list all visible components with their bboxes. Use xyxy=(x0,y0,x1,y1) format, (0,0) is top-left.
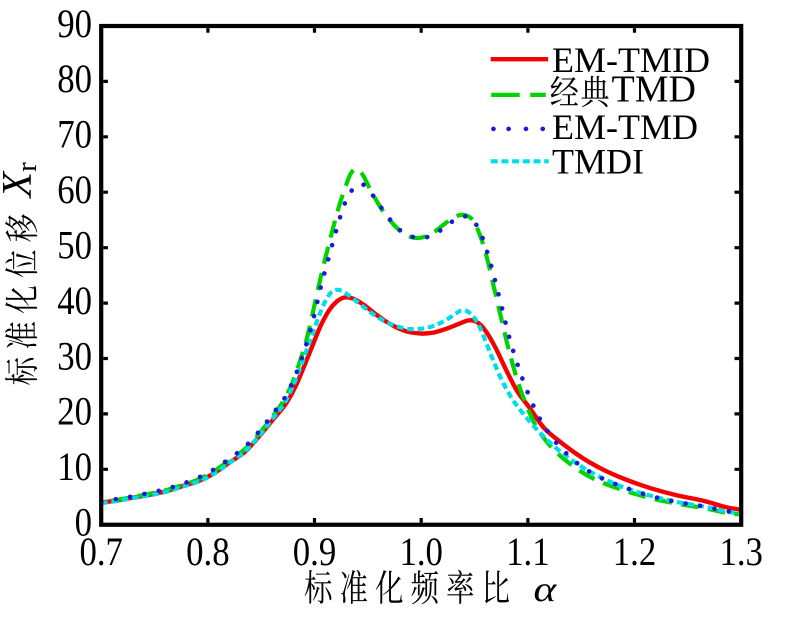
svg-text:1.0: 1.0 xyxy=(399,531,442,575)
svg-text:1.2: 1.2 xyxy=(613,531,656,575)
svg-text:30: 30 xyxy=(57,335,92,379)
svg-text:EM-TMD: EM-TMD xyxy=(552,107,698,147)
svg-text:80: 80 xyxy=(57,58,92,102)
svg-text:0: 0 xyxy=(75,501,92,545)
svg-text:20: 20 xyxy=(57,391,92,435)
svg-text:1.1: 1.1 xyxy=(506,531,549,575)
svg-text:1.3: 1.3 xyxy=(719,531,762,575)
svg-text:Xr: Xr xyxy=(0,162,43,200)
svg-text:50: 50 xyxy=(57,224,92,268)
svg-text:10: 10 xyxy=(57,446,92,490)
svg-text:40: 40 xyxy=(57,280,92,324)
svg-text:0.9: 0.9 xyxy=(293,531,336,575)
svg-text:60: 60 xyxy=(57,169,92,213)
svg-text:0.7: 0.7 xyxy=(79,531,122,575)
svg-text:TMDI: TMDI xyxy=(552,141,644,181)
svg-text:EM-TMID: EM-TMID xyxy=(552,40,710,80)
svg-text:0.8: 0.8 xyxy=(186,531,229,575)
svg-text:70: 70 xyxy=(57,113,92,157)
svg-text:TMD: TMD xyxy=(612,69,696,111)
svg-text:α: α xyxy=(534,569,558,609)
svg-text:90: 90 xyxy=(57,3,92,47)
